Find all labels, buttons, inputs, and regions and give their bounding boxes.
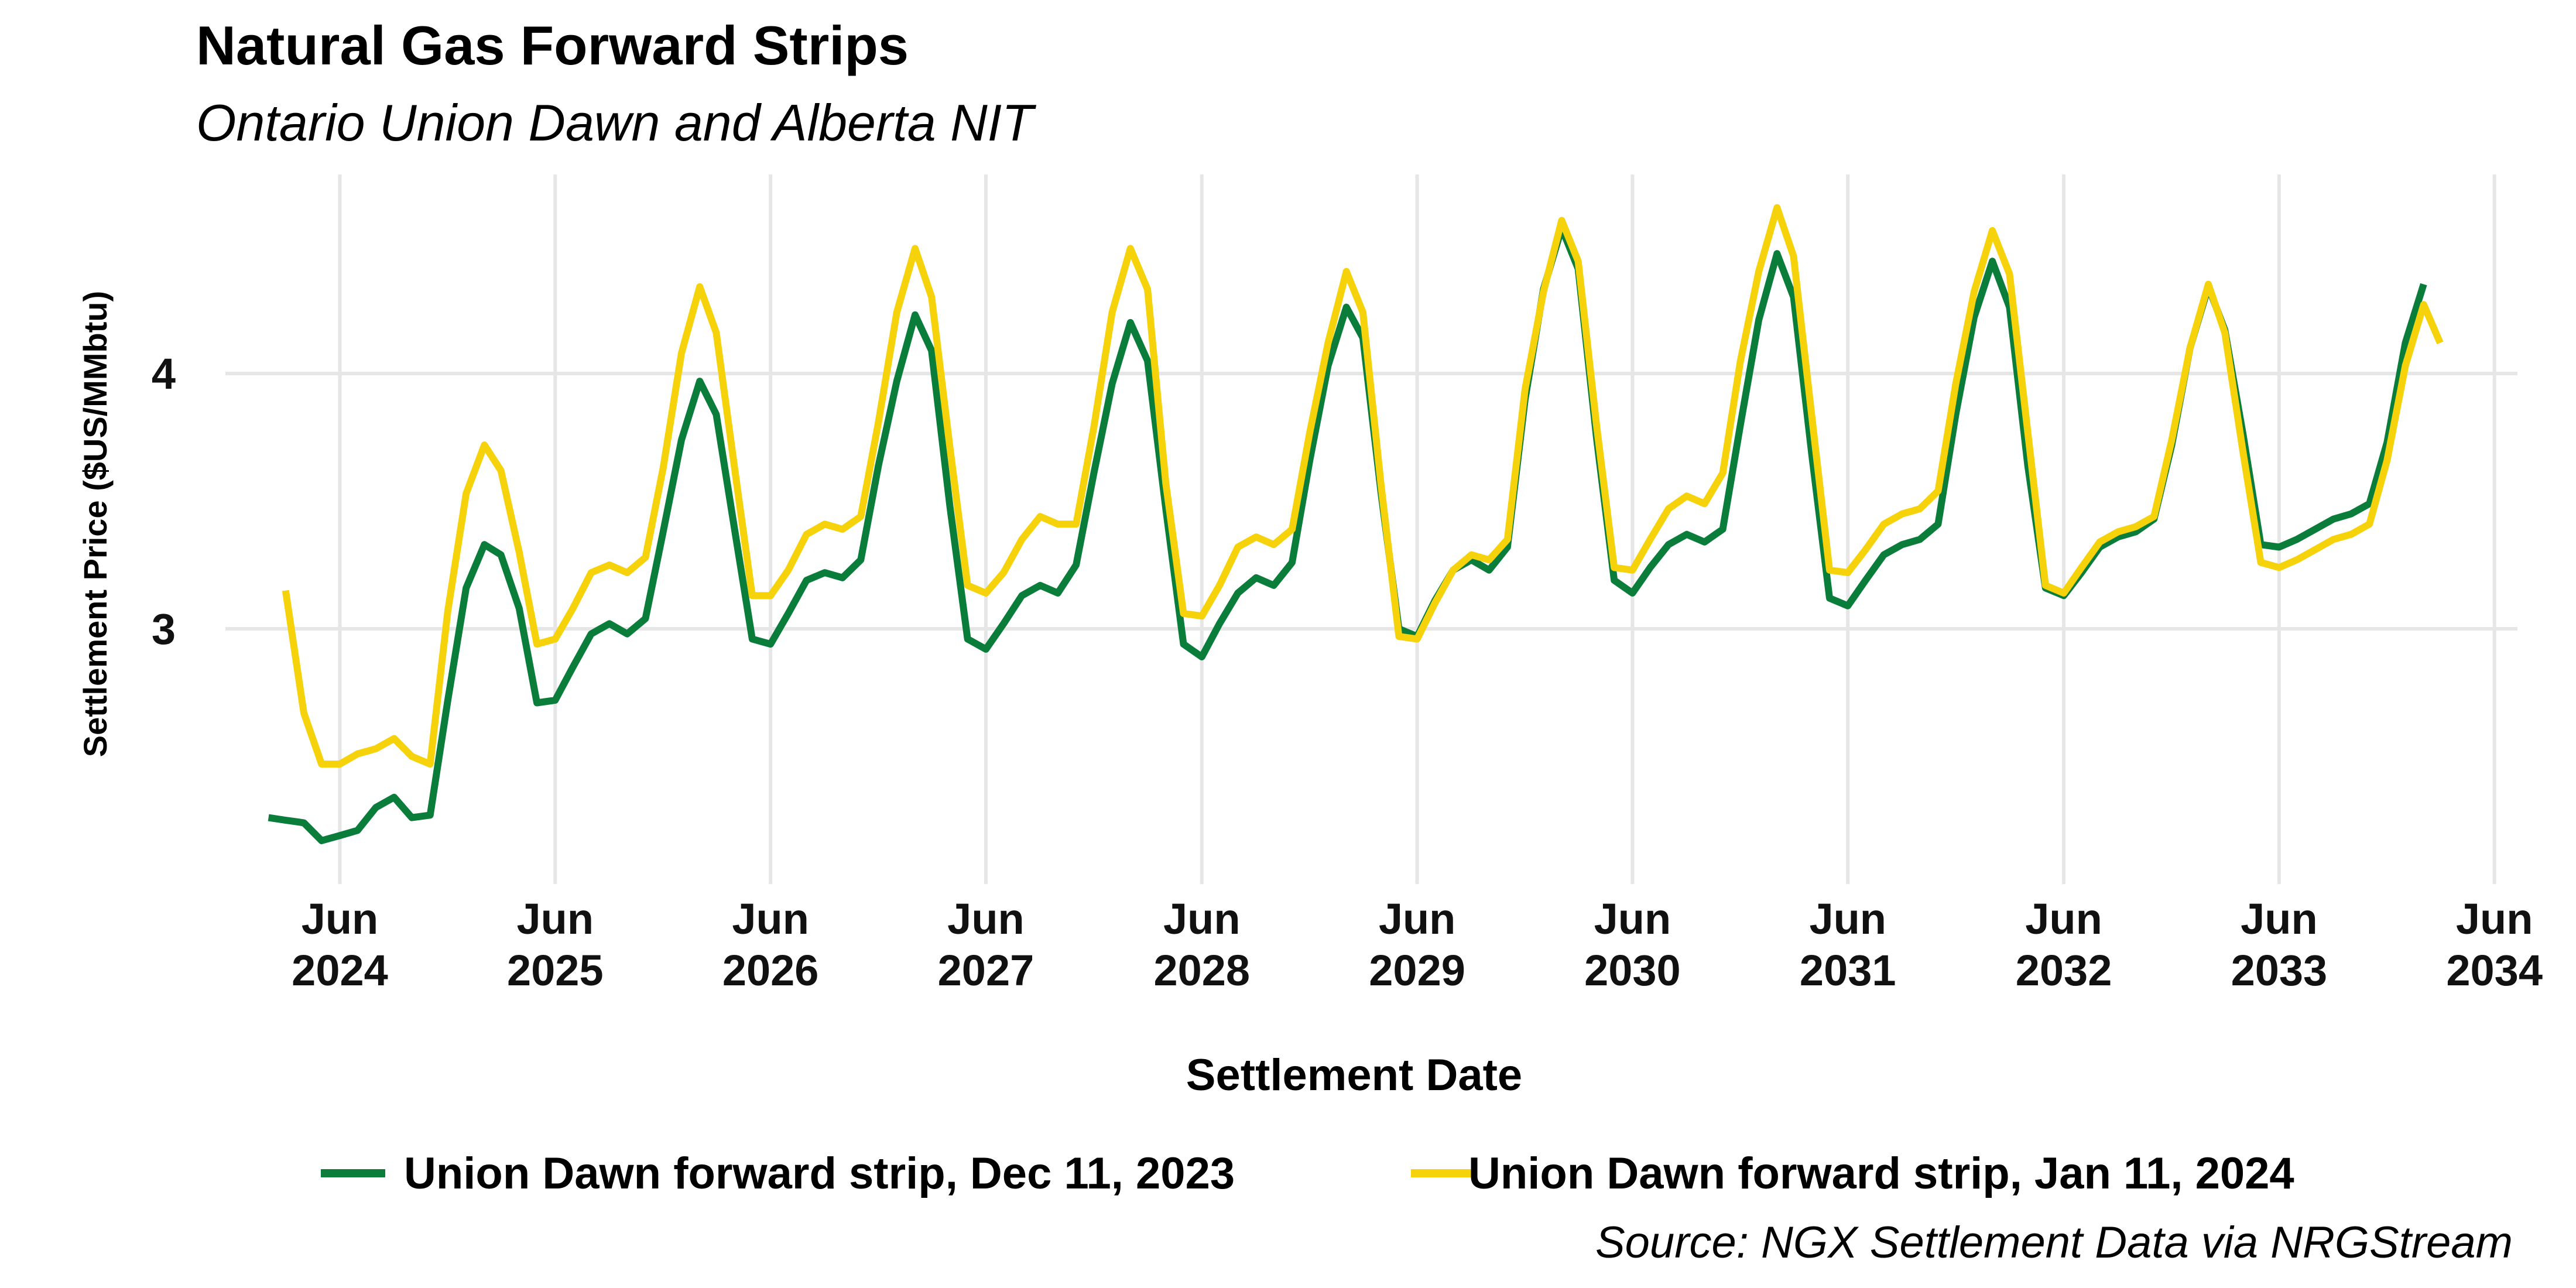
x-tick-label-9: Jun 2033	[2231, 895, 2328, 995]
x-tick-label-4: Jun 2028	[1153, 895, 1250, 995]
x-tick-label-3: Jun 2027	[938, 895, 1034, 995]
legend-label-dec-2023: Union Dawn forward strip, Dec 11, 2023	[404, 1149, 1235, 1198]
series-layer	[268, 204, 2444, 844]
series-line-0	[268, 224, 2427, 844]
y-tick-labels: 34	[152, 350, 176, 653]
chart-subtitle: Ontario Union Dawn and Alberta NIT	[196, 94, 1036, 152]
x-tick-label-6: Jun 2030	[1584, 895, 1681, 995]
x-tick-label-5: Jun 2029	[1369, 895, 1465, 995]
y-tick-label-0: 3	[152, 605, 176, 653]
chart-title: Natural Gas Forward Strips	[196, 15, 909, 76]
x-tick-label-1: Jun 2025	[507, 895, 604, 995]
series-line-1	[282, 204, 2444, 768]
x-tick-label-10: Jun 2034	[2446, 895, 2543, 995]
x-tick-label-0: Jun 2024	[292, 895, 388, 995]
x-tick-labels: Jun 2024 Jun 2025 Jun 2026 Jun 2027 Jun 2028 Jun 20…	[292, 895, 2543, 995]
x-tick-label-7: Jun 2031	[1800, 895, 1896, 995]
legend: Union Dawn forward strip, Dec 11, 2023 U…	[321, 1149, 2294, 1198]
x-axis-title: Settlement Date	[1186, 1050, 1522, 1100]
source-caption: Source: NGX Settlement Data via NRGStrea…	[1595, 1218, 2513, 1268]
x-tick-label-2: Jun 2026	[722, 895, 819, 995]
grid-layer	[225, 174, 2517, 884]
y-tick-label-1: 4	[152, 350, 176, 398]
x-tick-label-8: Jun 2032	[2016, 895, 2112, 995]
y-axis-title: Settlement Price ($US/MMbtu)	[77, 291, 114, 758]
legend-label-jan-2024: Union Dawn forward strip, Jan 11, 2024	[1468, 1149, 2294, 1198]
